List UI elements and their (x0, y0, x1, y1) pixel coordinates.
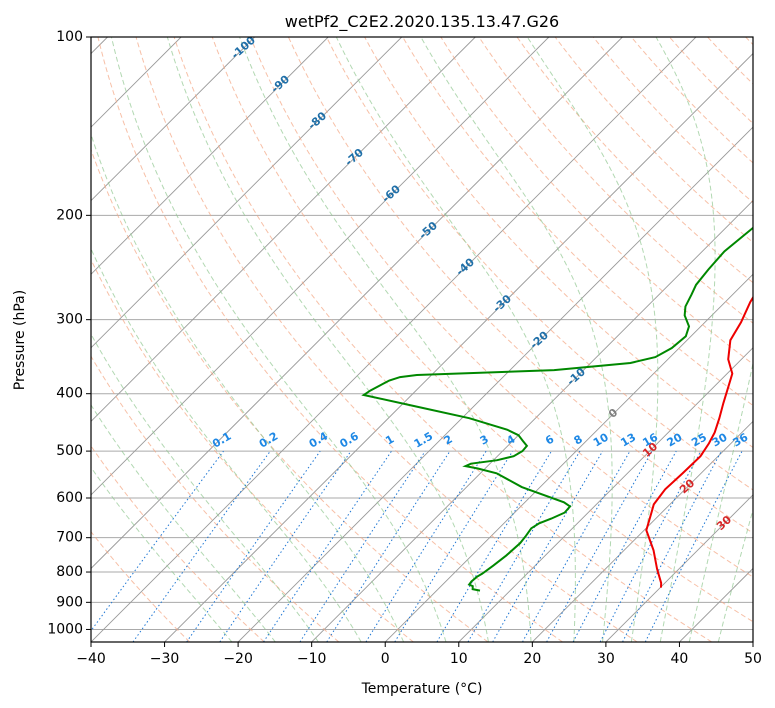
isotherm-line (532, 420, 753, 642)
mixing-ratio-line (219, 450, 352, 642)
isotherm-line (91, 37, 403, 349)
plot-area: -100-90-80-70-60-50-40-30-20-10010203040… (91, 37, 771, 642)
x-tick-label: −20 (223, 651, 253, 667)
dry-adiabat-line (516, 37, 753, 284)
isotherm-line (237, 126, 753, 642)
mixing-ratio-line (365, 450, 487, 642)
moist-adiabat-line (110, 37, 447, 642)
isotherm-line (458, 347, 753, 642)
isotherm-line (91, 37, 623, 570)
y-tick-label: 600 (56, 490, 83, 506)
dry-adiabat-line (91, 530, 191, 642)
dry-adiabat-line (592, 37, 753, 204)
mixing-ratio-line (436, 450, 552, 642)
moist-adiabat-line (335, 37, 576, 642)
isotherm-label: 40 (751, 549, 771, 569)
mixing-ratio-line (572, 450, 677, 642)
y-tick-label: 100 (56, 29, 83, 45)
isotherm-line (91, 37, 255, 202)
y-tick-label: 400 (56, 386, 83, 402)
mixing-ratio-line (326, 450, 451, 642)
x-tick-label: 20 (523, 651, 541, 667)
x-tick-label: 10 (450, 651, 468, 667)
y-tick-label: 500 (56, 443, 83, 459)
dry-adiabat-line (91, 148, 489, 642)
isotherm-line (91, 37, 329, 275)
axes: −40 −30 −20 −10 0 10 20 30 40 50 100 200 300 400 500 60… (47, 29, 762, 667)
dry-adiabat-line (287, 37, 753, 534)
y-tick-label: 800 (56, 564, 83, 580)
moist-adiabat-line (91, 466, 233, 642)
dry-adiabat-line (440, 37, 753, 365)
isotherm-line (164, 52, 753, 642)
moist-adiabat-line (91, 333, 319, 642)
mixing-ratio-line (492, 450, 604, 642)
dry-adiabat-line (91, 258, 414, 642)
dry-adiabat-line (326, 37, 753, 491)
dry-adiabat-line (402, 37, 753, 407)
isotherm-line (384, 273, 753, 642)
dry-adiabat-line (173, 37, 713, 642)
moist-adiabat-line (91, 404, 276, 642)
moist-adiabat-line (688, 361, 753, 642)
temperature-profile-line (645, 295, 753, 588)
y-tick-label: 700 (56, 530, 83, 546)
moist-adiabat-line (239, 37, 532, 642)
dry-adiabat-line (135, 37, 638, 642)
moist-adiabat-line (91, 247, 362, 642)
moist-adiabat-line (717, 507, 753, 642)
chart-title: wetPf2_C2E2.2020.135.13.47.G26 (285, 12, 559, 32)
y-tick-label: 200 (56, 207, 83, 223)
y-tick-label: 300 (56, 312, 83, 328)
isotherm-line (91, 37, 550, 496)
dry-adiabat-line (97, 37, 563, 642)
dewpoint-profile-line (361, 226, 753, 592)
moist-adiabat-line (91, 132, 405, 642)
dry-adiabat-line (478, 37, 753, 324)
mixing-ratio-line (91, 450, 224, 632)
dry-adiabat-line (211, 37, 753, 623)
moist-adiabat-line (166, 37, 489, 642)
x-tick-label: 30 (597, 651, 615, 667)
x-tick-label: 0 (381, 651, 390, 667)
moist-adiabat-line (526, 37, 659, 642)
x-axis-label: Temperature (°C) (361, 681, 483, 697)
mixing-ratio-line (132, 450, 271, 642)
x-tick-label: 50 (744, 651, 762, 667)
x-tick-label: −40 (76, 651, 106, 667)
y-axis-label: Pressure (hPa) (12, 290, 28, 390)
dry-adiabat-line (364, 37, 753, 449)
dry-adiabat-line (91, 355, 340, 642)
isotherm-line (605, 494, 753, 642)
y-tick-label: 900 (56, 594, 83, 610)
y-tick-label: 1000 (47, 621, 83, 637)
mixing-ratio-line (186, 450, 321, 642)
isotherm-line (91, 37, 476, 422)
mixing-ratio-line (546, 450, 653, 642)
x-tick-label: −30 (150, 651, 180, 667)
plot-frame (90, 36, 754, 643)
mixing-ratio-line (522, 450, 631, 642)
mixing-ratio-line (467, 450, 581, 642)
x-tick-label: 40 (671, 651, 689, 667)
mixing-ratio-line (394, 450, 514, 642)
moist-adiabat-line (420, 37, 613, 642)
x-tick-label: −10 (297, 651, 327, 667)
dry-adiabat-line (249, 37, 753, 578)
moist-adiabat-line (655, 37, 716, 642)
